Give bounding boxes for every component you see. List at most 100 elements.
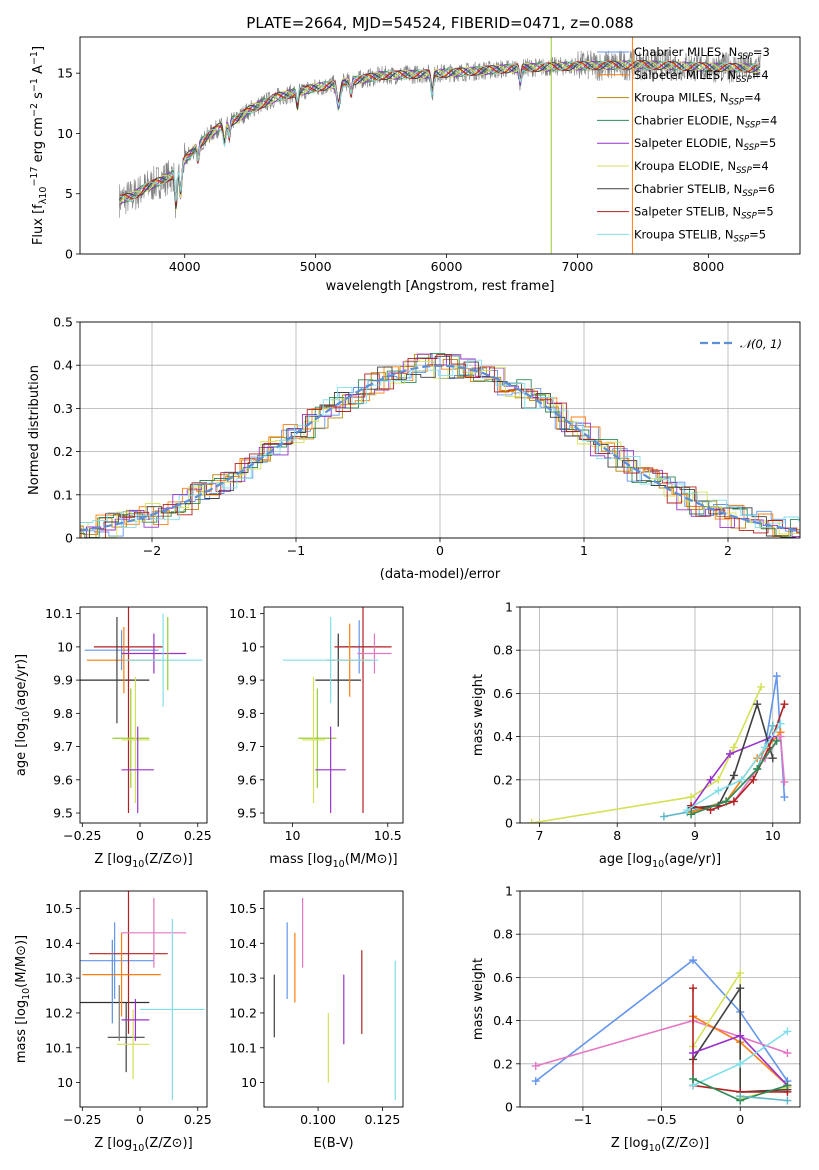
legend-label: Chabrier STELIB, NSSP=6 xyxy=(634,182,775,199)
weight-marker xyxy=(768,721,777,730)
y-tick-label: 10.5 xyxy=(229,901,257,916)
weight-marker xyxy=(768,754,777,763)
x-tick-label: 2 xyxy=(724,543,732,558)
weight-marker xyxy=(749,775,758,784)
weight-marker xyxy=(737,775,746,784)
y-tick-label: 10.5 xyxy=(45,901,73,916)
error-bar-point xyxy=(283,616,379,704)
axes-frame xyxy=(519,890,801,1108)
residual-histogram xyxy=(80,359,800,528)
residual-histogram xyxy=(80,353,800,538)
error-bar-point xyxy=(121,726,154,814)
x-axis-label: wavelength [Angstrom, rest frame] xyxy=(326,279,555,294)
x-axis-label: Z [log10(Z/Z⊙)] xyxy=(94,852,192,870)
error-bar-point xyxy=(121,676,150,804)
x-tick-label: 8 xyxy=(613,828,621,843)
error-bar-point xyxy=(89,891,168,1034)
y-tick-label: 10.3 xyxy=(229,971,257,986)
weight-marker xyxy=(729,743,738,752)
y-tick-label: 0.5 xyxy=(53,315,73,330)
y-axis-label: mass weight xyxy=(471,958,486,1040)
y-tick-label: 10 xyxy=(57,639,73,654)
y-tick-label: 0 xyxy=(65,247,73,262)
weight-marker xyxy=(783,1081,792,1090)
y-tick-label: 10.4 xyxy=(229,936,257,951)
weight-marker xyxy=(714,775,723,784)
weight-marker xyxy=(689,1074,698,1083)
y-tick-label: 9.9 xyxy=(237,673,257,688)
legend-label: Salpeter ELODIE, NSSP=5 xyxy=(634,136,776,153)
legend-label: Kroupa MILES, NSSP=4 xyxy=(634,91,761,108)
x-tick-label: 7 xyxy=(535,828,543,843)
error-bar-point xyxy=(93,607,164,814)
weight-series-line xyxy=(690,740,778,816)
error-bar-point xyxy=(112,688,150,789)
residual-histogram xyxy=(80,357,800,538)
figure-title: PLATE=2664, MJD=54524, FIBERID=0471, z=0… xyxy=(246,14,633,32)
x-tick-label: 0.100 xyxy=(300,1112,336,1127)
weight-marker xyxy=(783,1096,792,1105)
y-tick-label: 0.4 xyxy=(53,358,73,373)
age_vs_Z-panel: −0.25 0 0.25 9.5 9.6 9.7 9.8 9.9 10 10.1 Z [log10(… xyxy=(14,606,212,870)
y-tick-label: 1 xyxy=(505,884,513,899)
x-axis-label: E(B-V) xyxy=(313,1136,353,1151)
y-tick-label: 0.2 xyxy=(53,444,73,459)
error-bar-point xyxy=(82,932,161,1017)
y-tick-label: 0.6 xyxy=(493,686,513,701)
weight-series-line xyxy=(692,985,788,1093)
residual-histogram xyxy=(80,355,800,538)
weight-marker xyxy=(753,765,762,773)
weight-marker xyxy=(736,969,745,978)
error-bar-point xyxy=(116,1009,150,1080)
weight-marker xyxy=(729,771,738,780)
weight-marker xyxy=(687,793,696,802)
y-tick-label: 0.2 xyxy=(493,772,513,787)
y-axis-label: Flux [fλ10−17 erg cm−2 s−1 A−1] xyxy=(29,46,49,245)
y-tick-label: 0 xyxy=(505,816,513,831)
x-tick-label: 0.125 xyxy=(365,1112,401,1127)
error-bar-point xyxy=(123,613,203,707)
legend-label: Salpeter STELIB, NSSP=5 xyxy=(634,205,774,222)
x-tick-label: 10 xyxy=(765,828,781,843)
error-bar-point xyxy=(121,897,187,968)
weight-marker xyxy=(783,1027,792,1036)
y-tick-label: 9.6 xyxy=(237,772,257,787)
error-bar-point xyxy=(121,633,187,674)
error-bar-point xyxy=(121,999,150,1041)
weight-marker xyxy=(714,786,723,795)
residual-histogram xyxy=(80,352,800,538)
y-tick-label: 0.3 xyxy=(53,401,73,416)
weight-marker xyxy=(706,775,715,784)
y-axis-label: mass weight xyxy=(471,674,486,756)
weight-series-line xyxy=(692,988,788,1093)
x-axis-label: age [log10(age/yr)] xyxy=(599,852,721,870)
residuals-panel: −2 −1 0 1 2 0 0.1 0.2 0.3 0.4 0.5 (data-model)/erro… xyxy=(27,315,801,582)
y-axis-label: mass [log10(M/M⊙)] xyxy=(14,935,32,1063)
error-bar-point xyxy=(80,922,154,999)
y-tick-label: 10.4 xyxy=(45,936,73,951)
x-tick-label: 0.25 xyxy=(184,828,212,843)
x-tick-label: 8000 xyxy=(692,259,724,274)
weight-marker xyxy=(527,819,536,823)
x-axis-label: (data-model)/error xyxy=(380,567,501,582)
weight-marker xyxy=(531,1061,540,1070)
residual-histogram xyxy=(80,353,800,536)
axes-frame xyxy=(263,890,404,1108)
y-tick-label: 9.9 xyxy=(53,673,73,688)
weight-marker xyxy=(780,793,789,802)
weight_vs_Z-plot-area xyxy=(520,891,800,1107)
error-bar-point xyxy=(107,1002,145,1073)
spectrum-plot-area xyxy=(118,37,761,254)
y-axis-label: age [log10(age/yr)] xyxy=(14,654,32,776)
weight_vs_age-plot-area xyxy=(520,607,800,823)
x-axis-label: Z [log10(Z/Z⊙)] xyxy=(94,1136,192,1154)
error-bar-point xyxy=(140,918,205,1101)
weight-marker xyxy=(531,1077,540,1086)
model-spectrum-line xyxy=(119,60,761,202)
y-tick-label: 10 xyxy=(57,126,73,141)
x-tick-label: 0 xyxy=(136,828,144,843)
legend-label: Chabrier ELODIE, NSSP=4 xyxy=(634,113,777,130)
weight-marker xyxy=(736,1092,745,1101)
y-tick-label: 0.8 xyxy=(493,643,513,658)
